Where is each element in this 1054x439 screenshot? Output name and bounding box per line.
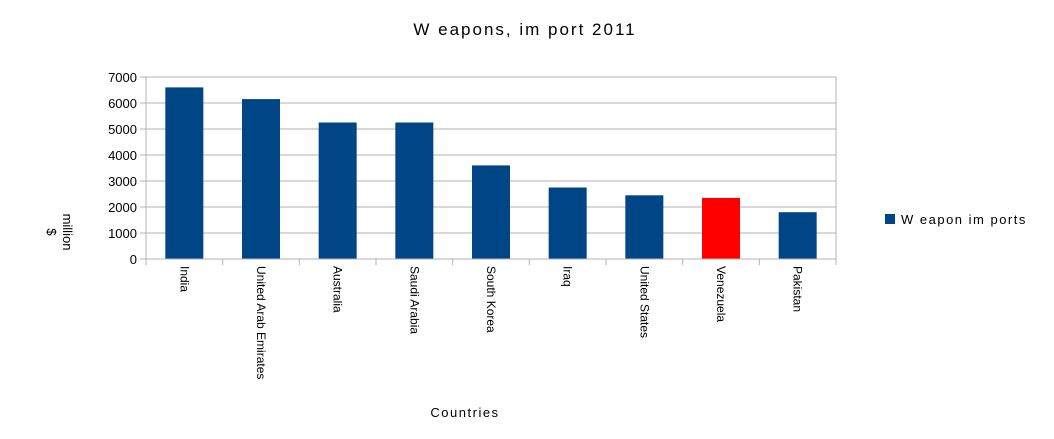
x-axis-label: Countries (430, 405, 499, 420)
y-tick-label: 0 (130, 252, 137, 267)
x-tick-label: Pakistan (791, 266, 805, 312)
bar (318, 122, 357, 259)
x-tick-label: United Arab Emirates (254, 266, 268, 379)
bar (242, 99, 280, 259)
y-tick-label: 2000 (108, 200, 137, 215)
bar (548, 187, 587, 259)
plot-area-frame (145, 76, 837, 260)
y-tick-label: 3000 (108, 174, 137, 189)
y-tick-label: 6000 (108, 96, 137, 111)
x-tick-label: Saudi Arabia (407, 266, 421, 334)
y-axis-label-line-1: $ (44, 228, 59, 236)
bar (778, 212, 817, 259)
bar (472, 165, 510, 259)
y-axis-label: $ million (44, 214, 75, 251)
x-tick-label: Australia (331, 266, 345, 313)
y-axis-label-line-2: million (60, 214, 75, 251)
bar (625, 195, 664, 259)
y-tick-label: 7000 (108, 70, 137, 85)
bar (395, 122, 434, 259)
bar (165, 87, 204, 260)
x-tick-label: Iraq (561, 266, 575, 287)
bars (165, 87, 817, 260)
x-tick-label: Venezuela (714, 266, 728, 322)
x-axis-ticks: India United Arab Emirates Australia Saudi … (145, 259, 837, 379)
bar (702, 197, 740, 259)
legend: W eapon im ports (885, 212, 1027, 227)
y-axis-ticks: 0 1000 2000 3000 4000 5000 6000 7000 (108, 70, 146, 267)
y-tick-label: 5000 (108, 122, 137, 137)
y-tick-label: 4000 (108, 148, 137, 163)
chart-title: W eapons, im port 2011 (413, 20, 636, 39)
y-tick-label: 1000 (108, 226, 137, 241)
legend-label: W eapon im ports (901, 212, 1027, 227)
x-tick-label: India (177, 266, 191, 292)
x-tick-label: United States (637, 266, 651, 338)
x-tick-label: South Korea (484, 266, 498, 333)
legend-swatch (885, 214, 895, 224)
